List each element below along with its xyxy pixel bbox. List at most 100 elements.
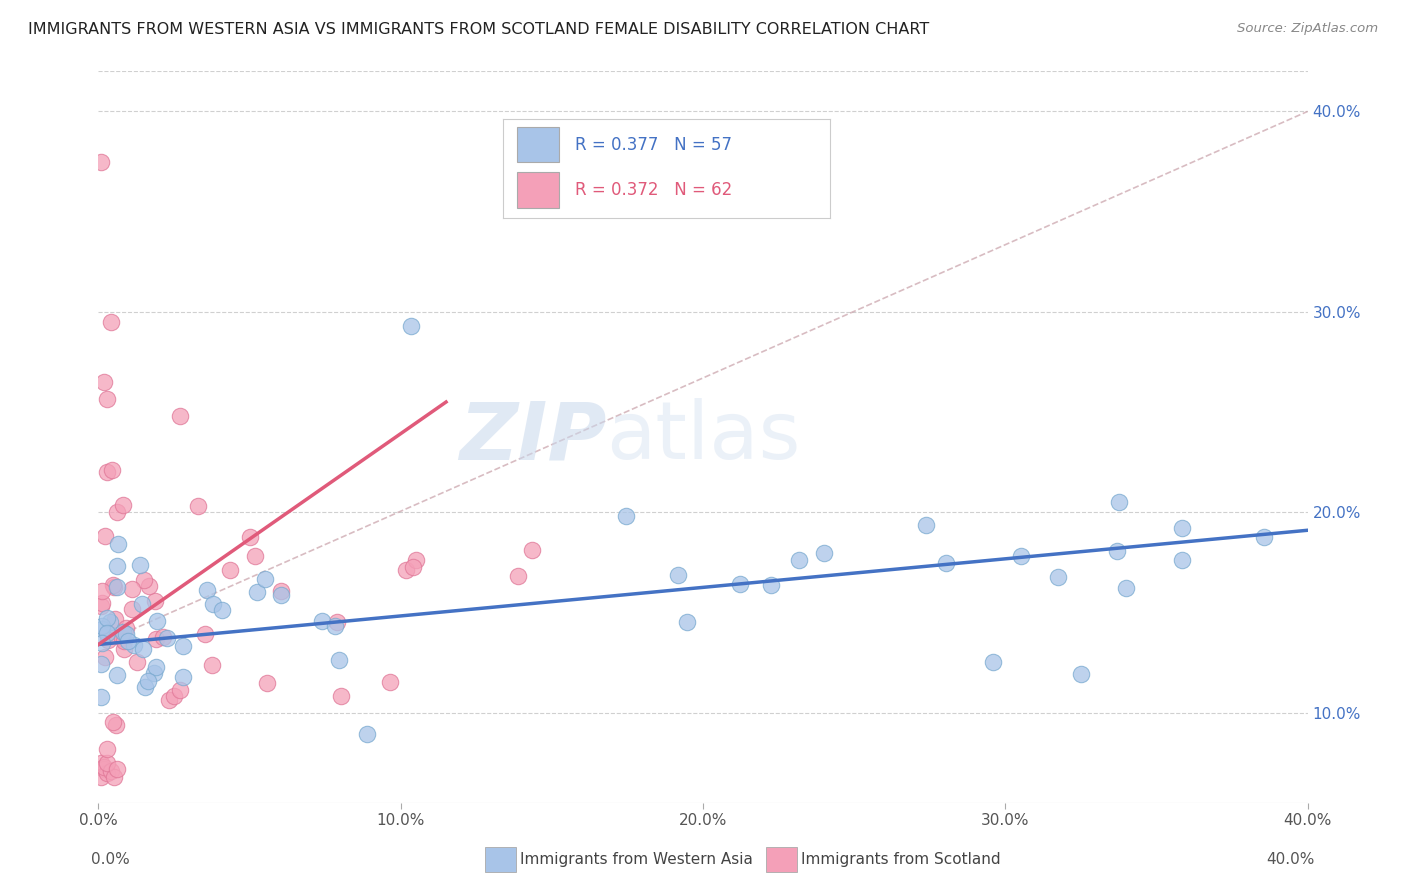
Point — [405, 553, 427, 567]
Point — [101, 715, 124, 730]
Text: Immigrants from Western Asia: Immigrants from Western Asia — [520, 853, 754, 867]
Point — [145, 614, 167, 628]
Point — [93, 762, 115, 776]
Point — [787, 553, 810, 567]
Point — [131, 597, 153, 611]
Point — [90, 690, 112, 705]
Point — [134, 573, 156, 587]
Point — [1171, 552, 1194, 566]
Point — [90, 657, 112, 671]
Point — [142, 666, 165, 681]
Point — [614, 509, 637, 524]
Text: Immigrants from Scotland: Immigrants from Scotland — [801, 853, 1001, 867]
Point — [94, 529, 117, 543]
Point — [112, 641, 135, 656]
Point — [111, 631, 134, 645]
Point — [935, 556, 957, 570]
Point — [117, 633, 139, 648]
Point — [96, 765, 118, 780]
Point — [100, 764, 122, 778]
Point — [395, 563, 418, 577]
Point — [121, 582, 143, 597]
Point — [107, 537, 129, 551]
Point — [93, 375, 115, 389]
Point — [125, 656, 148, 670]
Point — [195, 582, 218, 597]
Point — [172, 670, 194, 684]
Point — [1171, 521, 1194, 535]
Point — [104, 613, 127, 627]
Point — [107, 559, 129, 574]
Point — [90, 636, 112, 650]
Point — [105, 580, 128, 594]
Point — [134, 680, 156, 694]
Point — [90, 619, 112, 633]
Point — [98, 615, 121, 630]
Point — [96, 625, 118, 640]
Point — [90, 770, 112, 784]
Point — [508, 568, 530, 582]
Text: IMMIGRANTS FROM WESTERN ASIA VS IMMIGRANTS FROM SCOTLAND FEMALE DISABILITY CORRE: IMMIGRANTS FROM WESTERN ASIA VS IMMIGRAN… — [28, 22, 929, 37]
Text: atlas: atlas — [606, 398, 800, 476]
Point — [218, 563, 240, 577]
Point — [239, 530, 262, 544]
Point — [105, 718, 128, 732]
Point — [163, 689, 186, 703]
Point — [128, 558, 150, 573]
Point — [356, 727, 378, 741]
Point — [1047, 570, 1070, 584]
Point — [761, 577, 783, 591]
Point — [96, 392, 118, 407]
Point — [813, 546, 835, 560]
Point — [326, 615, 349, 629]
Text: 40.0%: 40.0% — [1267, 852, 1315, 867]
Point — [169, 409, 191, 424]
Point — [730, 577, 752, 591]
Point — [169, 682, 191, 697]
Point — [172, 640, 194, 654]
Point — [323, 619, 346, 633]
Point — [1253, 530, 1275, 544]
Point — [401, 318, 423, 333]
Point — [90, 596, 112, 610]
Point — [311, 614, 333, 628]
Point — [246, 585, 269, 599]
Point — [103, 770, 125, 784]
Point — [329, 690, 352, 704]
Point — [328, 652, 350, 666]
Point — [103, 580, 125, 594]
Point — [90, 599, 112, 613]
Point — [194, 627, 217, 641]
Point — [124, 638, 146, 652]
Point — [132, 642, 155, 657]
Text: ZIP: ZIP — [458, 398, 606, 476]
Point — [211, 603, 233, 617]
Point — [270, 584, 292, 599]
Point — [93, 760, 115, 774]
Point — [256, 675, 278, 690]
Point — [1105, 544, 1128, 558]
Point — [187, 499, 209, 513]
Point — [105, 505, 128, 519]
Point — [159, 693, 181, 707]
Point — [96, 465, 118, 479]
Point — [96, 741, 118, 756]
Point — [90, 756, 112, 770]
Point — [97, 633, 120, 648]
Point — [105, 667, 128, 681]
Point — [96, 756, 118, 770]
Point — [270, 589, 292, 603]
Point — [121, 601, 143, 615]
Point — [156, 632, 179, 646]
Point — [90, 154, 112, 169]
Text: Source: ZipAtlas.com: Source: ZipAtlas.com — [1237, 22, 1378, 36]
Point — [115, 627, 138, 641]
Point — [96, 626, 118, 640]
Point — [981, 656, 1004, 670]
Point — [666, 568, 689, 582]
Point — [105, 762, 128, 776]
Point — [101, 463, 124, 477]
Point — [112, 633, 135, 648]
Point — [1070, 667, 1092, 681]
Point — [201, 597, 224, 611]
